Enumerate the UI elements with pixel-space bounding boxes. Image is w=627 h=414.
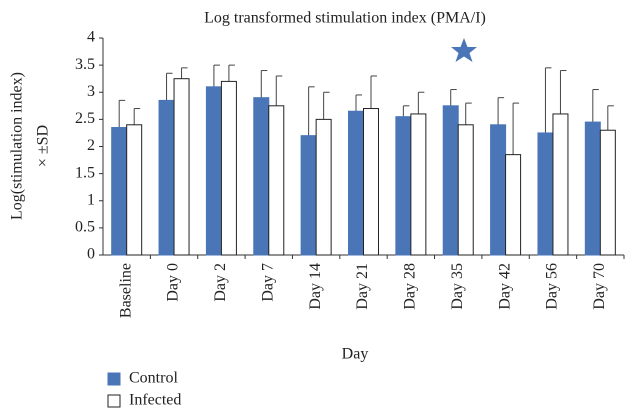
bar [505, 154, 522, 256]
bar [584, 121, 601, 256]
x-tick-label: Day 21 [354, 263, 371, 310]
y-axis-label: Log(stimulation index) [9, 72, 26, 220]
legend-swatch [107, 372, 121, 386]
x-tick-label: Day 14 [307, 263, 324, 310]
y-tick-label: 1 [87, 191, 95, 208]
bar [315, 118, 332, 256]
x-tick-label: Day 42 [496, 263, 513, 310]
bar [395, 116, 412, 256]
bar [111, 127, 128, 256]
bar [457, 124, 474, 256]
y-tick-label: 2.5 [75, 110, 95, 127]
y-tick-label: 1.5 [75, 164, 95, 181]
bar [442, 105, 459, 256]
x-axis-label: Day [342, 346, 369, 363]
bar [599, 129, 616, 256]
y-axis-label: × ±SD [35, 125, 52, 167]
bar [158, 99, 175, 256]
legend-swatch [107, 394, 121, 408]
y-tick-label: 3.5 [75, 56, 95, 73]
x-tick-label: Day 2 [212, 263, 229, 302]
chart-title: Log transformed stimulation index (PMA/I… [204, 10, 486, 27]
bar [173, 78, 190, 256]
bar [300, 135, 317, 256]
x-tick-label: Day 7 [259, 263, 276, 302]
legend-label: Control [129, 370, 178, 387]
bar [126, 124, 143, 256]
x-tick-label: Baseline [117, 263, 134, 318]
x-tick-label: Day 0 [165, 263, 182, 302]
bar [552, 113, 569, 256]
bar [268, 105, 285, 256]
bar [253, 97, 270, 256]
bar [363, 108, 379, 256]
x-tick-label: Day 35 [449, 263, 466, 310]
y-tick-label: 0 [87, 246, 95, 263]
bar [537, 132, 554, 256]
x-tick-label: Day 56 [544, 263, 561, 310]
y-tick-label: 2 [87, 137, 95, 154]
bar [410, 113, 427, 256]
bar [490, 124, 507, 256]
y-tick-label: 4 [87, 29, 95, 46]
x-tick-label: Day 28 [402, 263, 419, 310]
bar [220, 80, 237, 256]
significance-star [451, 38, 477, 62]
y-tick-label: 3 [87, 83, 95, 100]
x-tick-label: Day 70 [591, 263, 608, 310]
bar [348, 110, 364, 256]
legend-label: Infected [129, 392, 181, 409]
y-tick-label: 0.5 [75, 219, 95, 236]
bar [205, 86, 222, 256]
